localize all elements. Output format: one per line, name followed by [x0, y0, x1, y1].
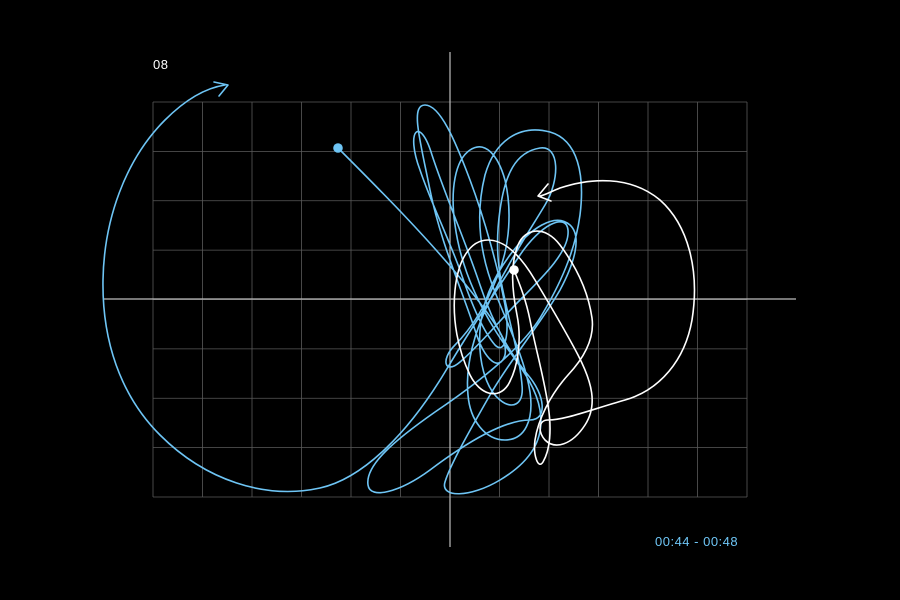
frame-number: 08 — [153, 57, 169, 72]
blue-arrowhead-icon — [213, 81, 229, 97]
blue-trajectory — [102, 84, 583, 495]
blue-start-marker-icon — [333, 143, 343, 153]
white-trajectory — [453, 179, 696, 465]
arrowheads — [213, 81, 552, 202]
white-arrowhead-icon — [537, 183, 552, 202]
axes — [103, 52, 796, 547]
time-range: 00:44 - 00:48 — [655, 534, 739, 549]
white-current-marker-icon — [509, 265, 519, 275]
